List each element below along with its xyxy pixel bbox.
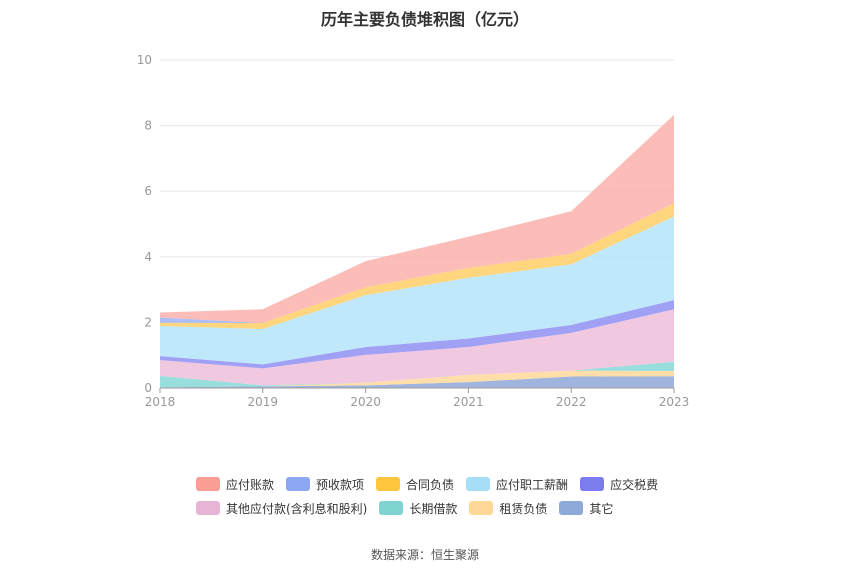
legend-label: 长期借款 [409, 501, 458, 516]
y-tick-label: 8 [144, 119, 152, 133]
legend-row-1: 应付账款 预收款项 合同负债 应付职工薪酬 应交税费 [196, 472, 676, 496]
legend-item[interactable]: 预收款项 [286, 476, 364, 493]
x-tick-label: 2021 [453, 395, 484, 409]
legend-swatch [376, 477, 401, 491]
x-tick-label: 2019 [248, 395, 279, 409]
legend-item[interactable]: 合同负债 [376, 476, 454, 493]
legend-label: 其它 [589, 501, 614, 516]
area-series-应交税费[interactable] [160, 300, 674, 369]
y-tick-label: 2 [144, 315, 152, 329]
x-tick-label: 2020 [350, 395, 381, 409]
y-tick-label: 0 [144, 381, 152, 395]
legend-swatch [559, 501, 584, 515]
legend-item[interactable]: 应付职工薪酬 [466, 476, 568, 493]
legend-swatch [466, 477, 491, 491]
legend-item[interactable]: 应交税费 [580, 476, 658, 493]
area-series-应付账款[interactable] [160, 114, 674, 324]
legend-item[interactable]: 应付账款 [196, 476, 274, 493]
legend-label: 应交税费 [610, 477, 659, 492]
x-tick-label: 2018 [145, 395, 176, 409]
legend-swatch [469, 501, 494, 515]
legend-label: 其他应付款(含利息和股利) [226, 501, 368, 516]
area-series [160, 114, 674, 388]
y-tick-label: 4 [144, 250, 152, 264]
legend-label: 应付账款 [226, 477, 275, 492]
legend-item[interactable]: 租赁负债 [469, 500, 547, 517]
area-series-租赁负债[interactable] [160, 370, 674, 388]
legend-item[interactable]: 其它 [559, 500, 613, 517]
legend-swatch [286, 477, 311, 491]
legend-swatch [379, 501, 404, 515]
legend-label: 预收款项 [316, 477, 365, 492]
legend-swatch [196, 501, 220, 515]
axes: 0 2 4 6 8 10 2018 2019 2020 2021 2022 2023 [137, 53, 690, 409]
legend-label: 应付职工薪酬 [496, 477, 569, 492]
x-tick-label: 2023 [659, 395, 690, 409]
y-tick-label: 6 [144, 184, 152, 198]
legend-label: 合同负债 [406, 477, 455, 492]
x-tick-label: 2022 [556, 395, 587, 409]
legend-label: 租赁负债 [499, 501, 548, 516]
area-series-其他应付款(含利息和股利)[interactable] [160, 309, 674, 386]
y-tick-label: 10 [137, 53, 152, 67]
area-series-应付职工薪酬[interactable] [160, 216, 674, 365]
chart-title: 历年主要负债堆积图（亿元） [320, 10, 529, 29]
legend-swatch [580, 477, 605, 491]
legend-item[interactable]: 其他应付款(含利息和股利) [196, 500, 367, 517]
source-note: 数据来源：恒生聚源 [370, 548, 479, 562]
area-series-其它[interactable] [160, 376, 674, 388]
legend: 应付账款 预收款项 合同负债 应付职工薪酬 应交税费 其他应付款(含利息和股利)… [196, 472, 676, 520]
legend-row-2: 其他应付款(含利息和股利) 长期借款 租赁负债 其它 [196, 496, 676, 520]
area-series-长期借款[interactable] [160, 361, 674, 388]
legend-item[interactable]: 长期借款 [379, 500, 457, 517]
legend-swatch [196, 477, 220, 491]
